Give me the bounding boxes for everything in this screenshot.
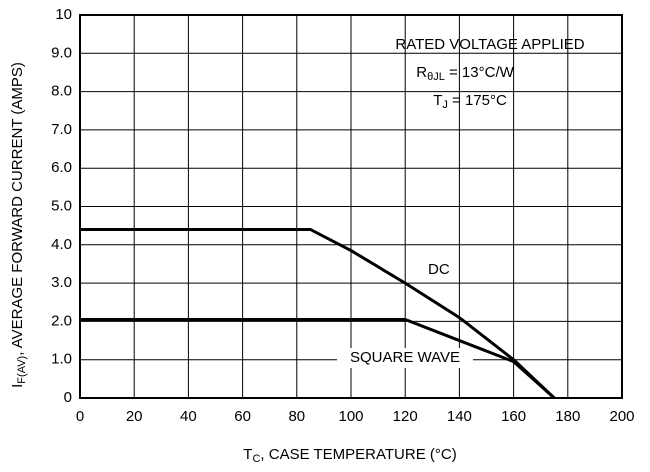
data-line: [80, 317, 556, 400]
x-axis-label-part: , CASE TEMPERATURE (°C): [260, 446, 456, 463]
y-axis-label-part: , AVERAGE FORWARD CURRENT (AMPS): [9, 62, 26, 356]
x-tick-label: 160: [501, 408, 526, 425]
y-tick-label: 3.0: [51, 274, 72, 291]
x-tick-label: 120: [393, 408, 418, 425]
annotation-part: T: [433, 92, 442, 109]
y-tick-label: 10: [55, 6, 72, 23]
annotation: TJ = 175°C: [433, 92, 507, 111]
y-tick-label: 9.0: [51, 44, 72, 61]
y-tick-label: 8.0: [51, 83, 72, 100]
series-label: DC: [428, 261, 450, 278]
annotation: RATED VOLTAGE APPLIED: [395, 36, 584, 53]
x-axis-label: TC, CASE TEMPERATURE (°C): [243, 446, 456, 465]
legend-background: [337, 348, 473, 368]
x-tick-label: 20: [126, 408, 143, 425]
y-axis-label: IF(AV), AVERAGE FORWARD CURRENT (AMPS): [9, 62, 28, 388]
y-tick-label: 5.0: [51, 197, 72, 214]
annotation-part: = 175°C: [448, 92, 507, 109]
x-tick-label: 40: [180, 408, 197, 425]
annotation-part: R: [416, 64, 427, 81]
annotation-part: = 13°C/W: [445, 64, 515, 81]
y-tick-label: 2.0: [51, 312, 72, 329]
annotation: RθJL = 13°C/W: [416, 64, 514, 83]
annotation-subscript: J: [442, 99, 448, 111]
x-tick-label: 100: [338, 408, 363, 425]
x-tick-label: 140: [447, 408, 472, 425]
x-tick-label: 180: [555, 408, 580, 425]
y-tick-label: 6.0: [51, 159, 72, 176]
x-tick-label: 0: [76, 408, 84, 425]
annotation-subscript: θJL: [427, 71, 445, 83]
plot-frame: [79, 14, 623, 399]
x-tick-label: 60: [234, 408, 251, 425]
x-axis-label-subscript: C: [252, 453, 260, 465]
y-tick-label: 4.0: [51, 236, 72, 253]
x-tick-label: 200: [609, 408, 634, 425]
x-tick-label: 80: [288, 408, 305, 425]
y-tick-label: 7.0: [51, 121, 72, 138]
data-line: [80, 227, 556, 400]
y-tick-label: 0: [64, 389, 72, 406]
y-axis-label-part: I: [9, 384, 26, 388]
y-axis-label-subscript: F(AV): [16, 356, 28, 384]
series-label: SQUARE WAVE: [350, 349, 460, 366]
y-tick-label: 1.0: [51, 351, 72, 368]
x-axis-label-part: T: [243, 446, 252, 463]
